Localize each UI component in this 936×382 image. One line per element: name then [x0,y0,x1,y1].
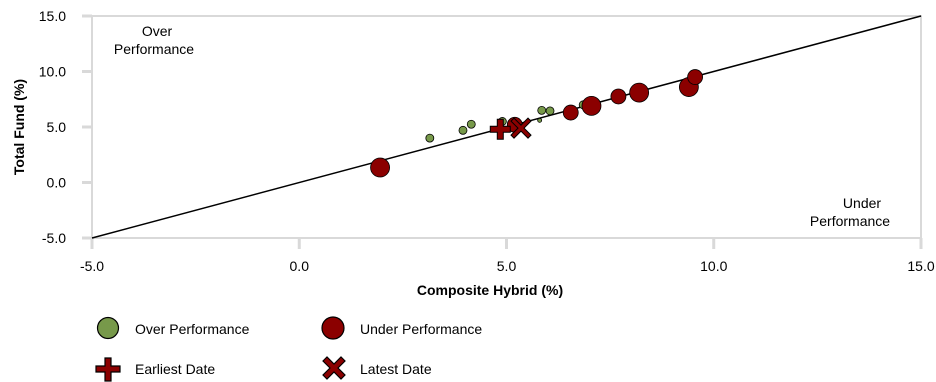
y-axis-title: Total Fund (%) [11,79,27,175]
over-performance-point [458,125,468,135]
legend: Over Performance Under Performance Earli… [95,316,695,382]
over-performance-point [537,105,547,115]
annotation-under-2: Performance [810,213,890,229]
legend-item-over: Over Performance [95,316,249,342]
under-performance-point [610,88,627,105]
legend-item-latest: Latest Date [320,356,432,382]
x-tick-label: 10.0 [700,258,727,274]
annotation-over-2: Performance [114,41,194,57]
legend-label-over: Over Performance [135,321,250,337]
y-tick-label: 0.0 [47,175,67,191]
x-tick-label: 15.0 [907,258,934,274]
x-tick-label: -5.0 [80,258,104,274]
y-tick-label: -5.0 [42,230,66,246]
under-performance-point [687,69,703,85]
under-performance-point [581,96,602,116]
scatter-chart: -5.0 0.0 5.0 10.0 15.0 -5.0 0.0 5.0 10.0 15.0 Ov… [11,8,935,298]
legend-label-under: Under Performance [360,321,483,337]
under-performance-point [370,157,390,178]
over-performance-point [466,119,476,129]
earliest-date-marker [489,118,511,140]
under-performance-point [629,82,650,103]
annotation-over: Over [142,23,173,39]
y-tick-label: 5.0 [47,119,67,135]
plus-marker-icon [95,357,121,382]
green-circle-icon [96,316,120,340]
over-performance-point [545,106,555,116]
over-performance-point [425,133,435,143]
x-axis-title: Composite Hybrid (%) [417,282,563,298]
legend-item-earliest: Earliest Date [95,356,215,382]
red-circle-icon [321,316,345,340]
legend-label-latest: Latest Date [360,361,432,377]
latest-date-marker [510,117,532,139]
y-tick-label: 15.0 [39,8,66,24]
annotation-under: Under [843,195,881,211]
under-performance-point [562,104,579,121]
over-performance-point [537,117,543,123]
x-tick-label: 5.0 [497,258,517,274]
legend-label-earliest: Earliest Date [135,361,216,377]
y-tick-label: 10.0 [39,64,66,80]
x-tick-label: 0.0 [290,258,310,274]
legend-item-under: Under Performance [320,316,482,342]
x-marker-icon [322,356,346,380]
